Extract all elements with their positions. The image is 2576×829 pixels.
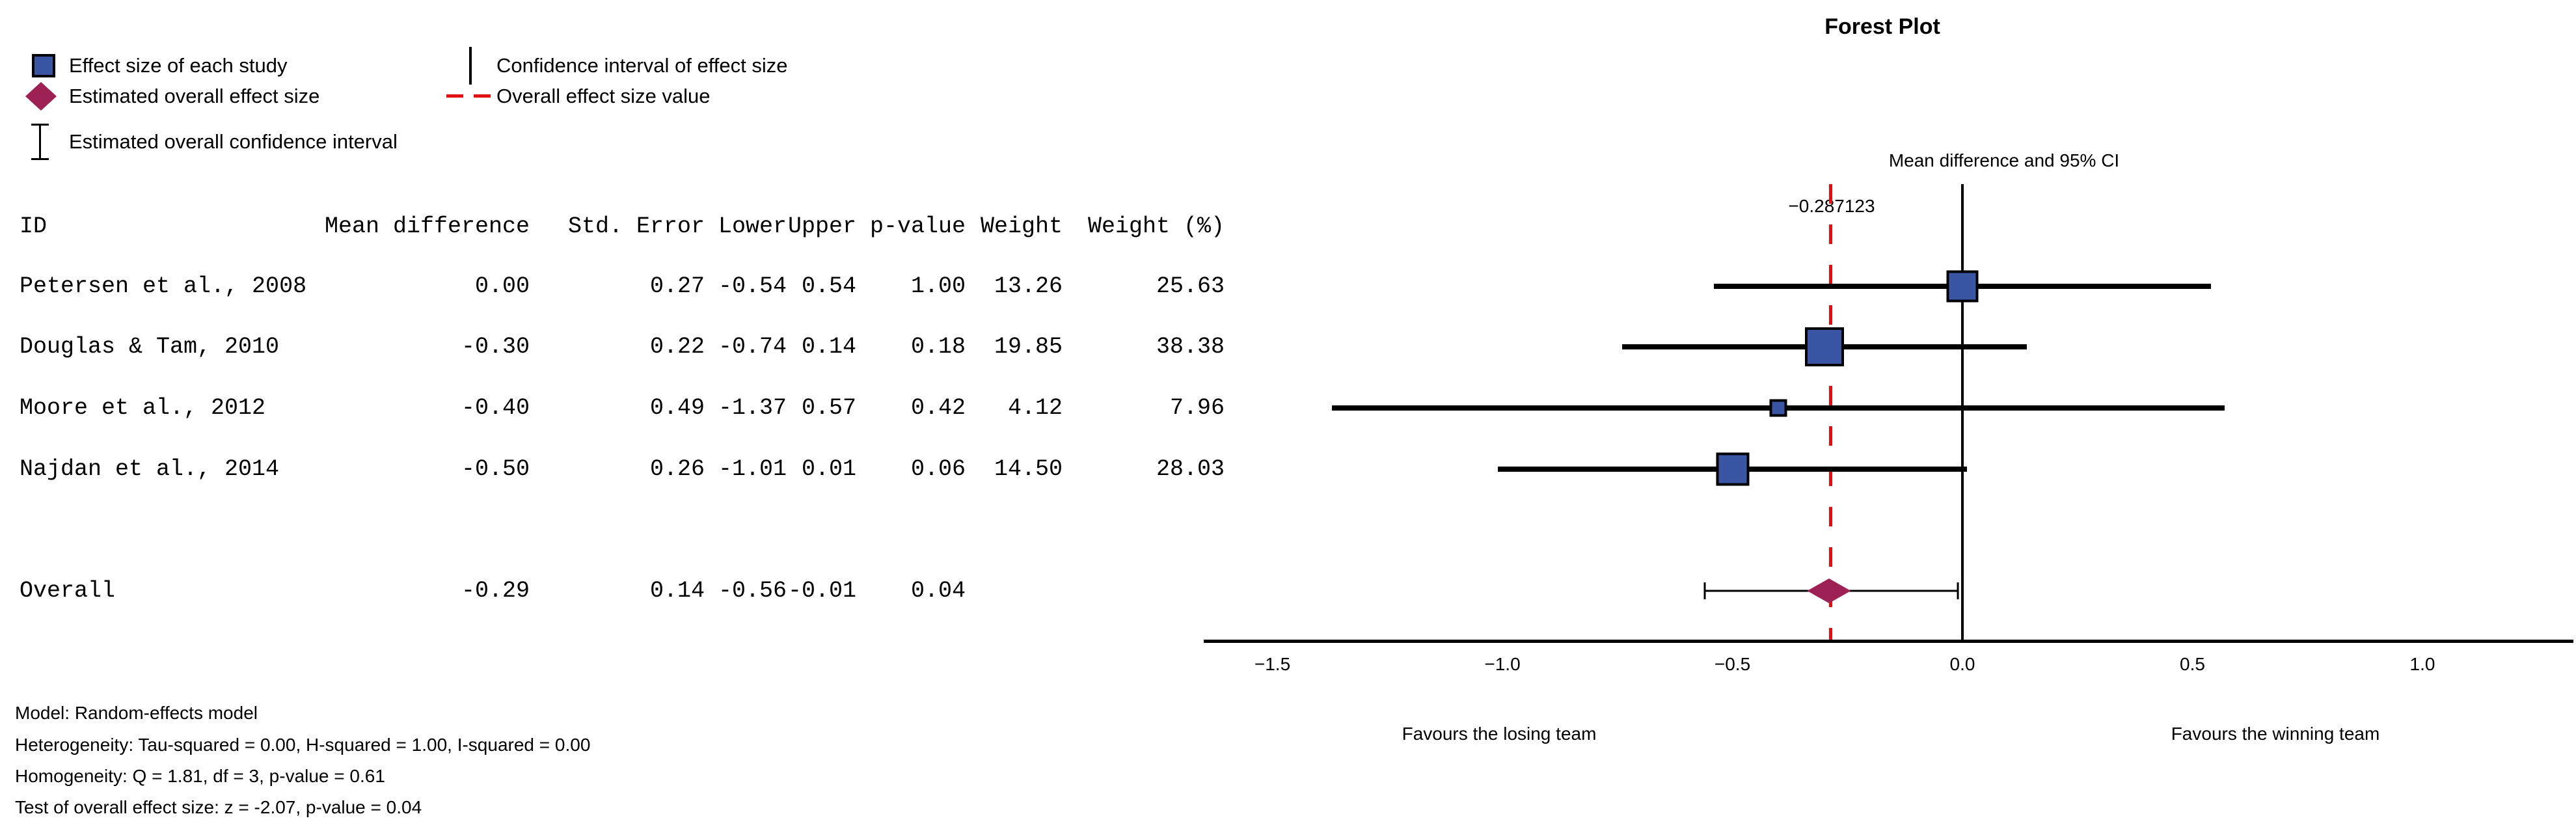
x-axis-line [1204, 640, 2573, 643]
ci-line-icon [469, 47, 472, 85]
legend-label-effect-size: Effect size of each study [69, 54, 288, 77]
table-row-cell-4: 0.57 [801, 395, 856, 421]
table-row-cell-3: -0.54 [718, 273, 787, 299]
table-row-cell-2: 0.22 [649, 334, 705, 360]
x-tick-label: −1.0 [1484, 654, 1521, 674]
overall-ci-cap-left [1703, 582, 1706, 599]
table-row-cell-6: 13.26 [994, 273, 1063, 299]
legend-label-ci-of-effect: Confidence interval of effect size [496, 54, 788, 77]
table-row-cell-1: -0.40 [461, 395, 530, 421]
table-row: Petersen et al., 2008 0.00 0.27 -0.54 0.54 1.… [20, 273, 1225, 299]
table-header-row-cell-7: Weight (%) [1087, 213, 1225, 239]
table-header-row-cell-1: Mean difference [324, 213, 530, 239]
overall-ci-ibeam-icon [31, 124, 49, 160]
table-row-cell-0: Petersen et al., 2008 [20, 273, 307, 299]
table-header-row-cell-3: Lower [718, 213, 787, 239]
table-row: Douglas & Tam, 2010 -0.30 0.22 -0.74 0.14 0.1… [20, 334, 1225, 360]
plot-title: Forest Plot [1824, 14, 1940, 39]
table-overall-row: Overall -0.29 0.14 -0.56 -0.01 0.04 [20, 578, 1225, 604]
table-row-cell-5: 1.00 [910, 273, 966, 299]
table-row-cell-7: 38.38 [1156, 334, 1225, 360]
table-row-cell-7: 7.96 [1169, 395, 1225, 421]
legend-label-overall-value: Overall effect size value [496, 85, 711, 107]
table-row-cell-2: 0.49 [649, 395, 705, 421]
overall-test-note: Test of overall effect size: z = -2.07, … [15, 797, 422, 817]
table-row-cell-6: 14.50 [994, 456, 1063, 482]
zero-line [1961, 184, 1964, 641]
table-row-cell-3: -1.37 [718, 395, 787, 421]
table-row-cell-5: 0.18 [910, 334, 966, 360]
overall-value-reference-line [1829, 184, 1832, 641]
x-tick-label: 0.0 [1949, 654, 1975, 674]
x-tick-label: 1.0 [2409, 654, 2435, 674]
legend-label-overall-ci: Estimated overall confidence interval [69, 130, 398, 153]
xlabel-right: Favours the winning team [2171, 724, 2380, 744]
table-row-cell-0: Najdan et al., 2014 [20, 456, 280, 482]
table-overall-row-cell-3: -0.56 [718, 578, 787, 604]
table-row-cell-1: 0.00 [474, 273, 530, 299]
study-effect-square [1946, 270, 1979, 303]
x-tick-label: 0.5 [2180, 654, 2205, 674]
table-overall-row-cell-0: Overall [20, 578, 116, 604]
table-overall-row-cell-2: 0.14 [649, 578, 705, 604]
table-row-cell-7: 25.63 [1156, 273, 1225, 299]
table-row-cell-2: 0.26 [649, 456, 705, 482]
table-row-cell-6: 19.85 [994, 334, 1063, 360]
table-row-cell-1: -0.30 [461, 334, 530, 360]
table-row: Najdan et al., 2014 -0.50 0.26 -1.01 0.01 0.0… [20, 456, 1225, 482]
overall-ci-cap-right [1957, 582, 1959, 599]
table-row-cell-2: 0.27 [649, 273, 705, 299]
table-row-cell-7: 28.03 [1156, 456, 1225, 482]
overall-value-dash-icon [446, 94, 492, 98]
study-effect-square [1769, 399, 1787, 417]
heterogeneity-note: Heterogeneity: Tau-squared = 0.00, H-squ… [15, 735, 591, 755]
table-row-cell-0: Moore et al., 2012 [20, 395, 266, 421]
table-row-cell-4: 0.14 [801, 334, 856, 360]
table-header-row-cell-5: p-value [869, 213, 966, 239]
table-overall-row-cell-4: -0.01 [787, 578, 856, 604]
model-note: Model: Random-effects model [15, 703, 258, 723]
table-overall-row-cell-5: 0.04 [910, 578, 966, 604]
table-header-row-cell-6: Weight [980, 213, 1063, 239]
table-header-row: ID Mean difference Std. Error Lower Upper p-v… [20, 213, 1225, 239]
axis-annotation: Mean difference and 95% CI [1888, 150, 2120, 170]
overall-effect-diamond [1807, 578, 1851, 603]
homogeneity-note: Homogeneity: Q = 1.81, df = 3, p-value =… [15, 766, 385, 786]
table-row: Moore et al., 2012 -0.40 0.49 -1.37 0.57 0.42… [20, 395, 1225, 421]
table-row-cell-5: 0.42 [910, 395, 966, 421]
table-overall-row-cell-1: -0.29 [461, 578, 530, 604]
x-tick-label: −1.5 [1254, 654, 1291, 674]
table-row-cell-4: 0.01 [801, 456, 856, 482]
x-tick-label: −0.5 [1714, 654, 1751, 674]
table-row-cell-1: -0.50 [461, 456, 530, 482]
study-effect-square [1804, 327, 1844, 366]
effect-size-square-icon [32, 54, 55, 77]
table-row-cell-3: -1.01 [718, 456, 787, 482]
table-header-row-cell-0: ID [20, 213, 47, 239]
legend-label-overall-effect: Estimated overall effect size [69, 85, 320, 107]
table-header-row-cell-2: Std. Error [567, 213, 705, 239]
table-row-cell-4: 0.54 [801, 273, 856, 299]
table-row-cell-0: Douglas & Tam, 2010 [20, 334, 280, 360]
study-effect-square [1716, 452, 1749, 486]
xlabel-left: Favours the losing team [1402, 724, 1597, 744]
table-header-row-cell-4: Upper [787, 213, 856, 239]
legend: Effect size of each study Estimated over… [0, 0, 911, 195]
table-row-cell-5: 0.06 [910, 456, 966, 482]
table-row-cell-6: 4.12 [1007, 395, 1063, 421]
table-row-cell-3: -0.74 [718, 334, 787, 360]
